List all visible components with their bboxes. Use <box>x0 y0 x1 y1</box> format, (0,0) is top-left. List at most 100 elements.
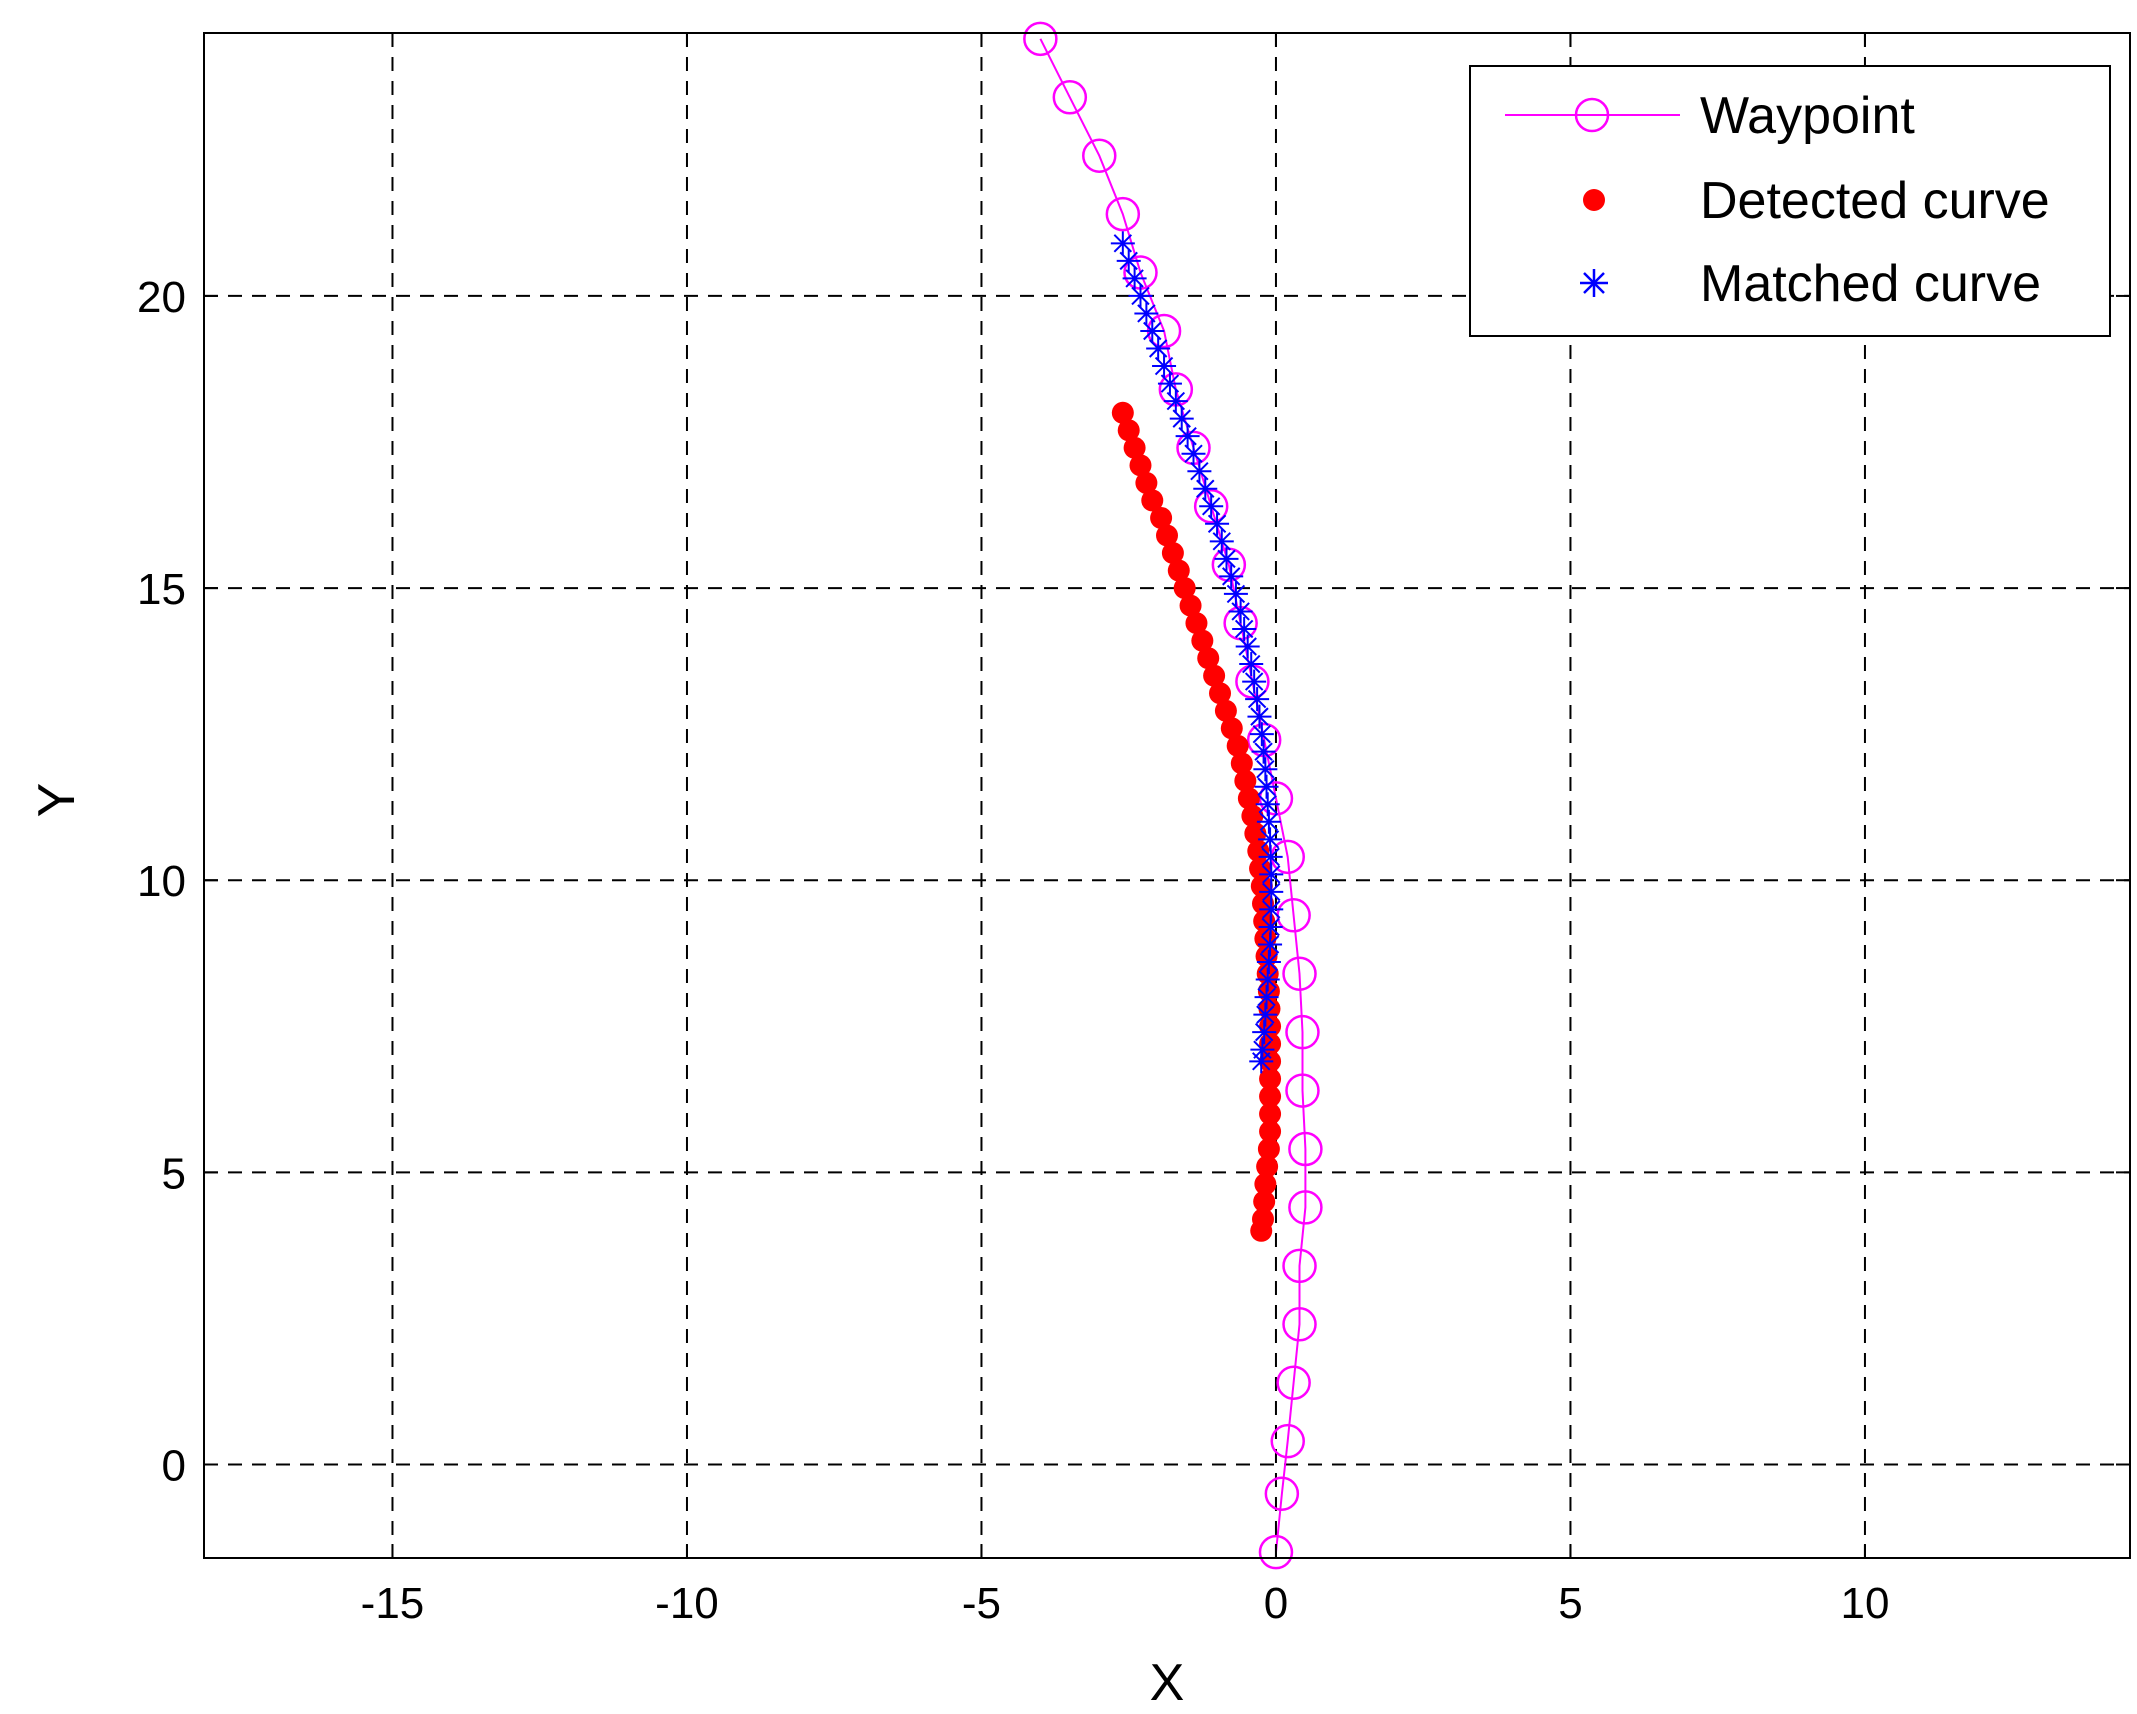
detected-point <box>1203 664 1226 687</box>
matched-point <box>1252 1020 1277 1045</box>
waypoint-marker <box>1285 1014 1320 1050</box>
detected-point <box>1234 769 1257 792</box>
y-tick-label: 20 <box>137 273 186 322</box>
matched-point <box>1146 336 1171 361</box>
detected-point <box>1129 454 1152 477</box>
x-tick-label: -5 <box>962 1579 1001 1628</box>
detected-point <box>1253 1190 1276 1213</box>
matched-point <box>1251 739 1276 764</box>
detected-point <box>1220 717 1243 740</box>
plot-frame <box>203 32 2131 1559</box>
detected-point <box>1259 1102 1282 1125</box>
x-tick-label: 5 <box>1558 1579 1582 1628</box>
detected-point <box>1167 559 1190 582</box>
matched-point <box>1223 581 1248 606</box>
matched-point <box>1253 1002 1278 1027</box>
y-tick-label: 15 <box>137 565 186 614</box>
waypoint-marker <box>1082 138 1117 173</box>
detected-point <box>1191 629 1214 652</box>
waypoint-marker <box>1193 489 1229 524</box>
detected-point <box>1237 787 1260 810</box>
y-tick-label: 0 <box>162 1442 186 1491</box>
x-tick-label: 10 <box>1840 1579 1889 1628</box>
detected-point <box>1209 682 1232 705</box>
matched-point <box>1258 932 1283 957</box>
detected-point <box>1259 1085 1282 1108</box>
matched-point <box>1169 406 1194 431</box>
waypoint-marker <box>1288 1131 1323 1167</box>
grid-lines <box>204 33 2130 1558</box>
waypoint-marker <box>1105 196 1141 232</box>
waypoint-marker <box>1288 1190 1323 1225</box>
legend-matched-marker <box>1580 269 1608 297</box>
matched-point <box>1235 634 1260 659</box>
waypoint-marker <box>1285 1073 1320 1108</box>
detected-point <box>1141 489 1164 512</box>
matched-point <box>1116 248 1141 273</box>
waypoint-marker <box>1270 1423 1305 1459</box>
matched-point <box>1193 476 1218 501</box>
matched-point <box>1122 266 1147 291</box>
detected-point <box>1226 734 1249 757</box>
matched-point <box>1110 231 1135 256</box>
waypoint-marker <box>1276 1365 1311 1400</box>
waypoint-marker <box>1282 1248 1317 1284</box>
detected-point <box>1111 401 1134 424</box>
matched-point <box>1152 354 1177 379</box>
x-tick-label: -15 <box>361 1579 425 1628</box>
detected-point <box>1117 419 1140 442</box>
detected-point <box>1179 594 1202 617</box>
x-axis-label: X <box>1150 1654 1185 1712</box>
detected-point <box>1123 436 1146 459</box>
matched-point <box>1255 967 1280 992</box>
matched-point <box>1239 652 1264 677</box>
detected-point <box>1135 471 1158 494</box>
legend-waypoint-label: Waypoint <box>1700 87 1915 145</box>
matched-point <box>1128 283 1153 308</box>
detected-point <box>1173 577 1196 600</box>
legend-detected-marker <box>1583 189 1605 211</box>
x-tick-label: 0 <box>1264 1579 1288 1628</box>
plot-series <box>1023 21 1323 1570</box>
waypoint-marker <box>1052 80 1088 115</box>
matched-point <box>1249 1049 1274 1074</box>
detected-point <box>1254 1173 1277 1196</box>
detected-point <box>1257 1137 1280 1160</box>
detected-point <box>1156 524 1178 547</box>
matched-point <box>1253 757 1278 782</box>
detected-point <box>1197 647 1220 670</box>
matched-point <box>1205 511 1230 536</box>
detected-point <box>1230 752 1253 775</box>
matched-point <box>1219 564 1244 589</box>
matched-point <box>1228 599 1253 624</box>
legend-waypoint-marker <box>1574 97 1610 133</box>
axis-ticks: -15 -10 -5 0 5 10 0 5 10 15 20 <box>137 33 2130 1628</box>
waypoint-marker <box>1282 956 1317 991</box>
waypoint-marker <box>1023 21 1058 57</box>
matched-point <box>1157 371 1182 396</box>
detected-point <box>1161 542 1184 565</box>
detected-point <box>1150 506 1173 529</box>
matched-point <box>1209 529 1234 554</box>
matched-point <box>1232 616 1257 641</box>
matched-point <box>1247 704 1272 729</box>
matched-point <box>1256 950 1281 975</box>
legend-matched-label: Matched curve <box>1700 255 2041 313</box>
matched-point <box>1199 494 1224 519</box>
waypoint-marker <box>1282 1307 1317 1342</box>
legend-detected-label: Detected curve <box>1700 172 2050 230</box>
matched-point <box>1175 424 1200 449</box>
y-tick-label: 10 <box>137 857 186 906</box>
matched-point <box>1140 318 1165 343</box>
matched-point <box>1249 722 1274 747</box>
matched-point <box>1254 985 1279 1010</box>
matched-point <box>1255 792 1280 817</box>
matched-point <box>1134 301 1159 326</box>
matched-point <box>1242 669 1267 694</box>
matched-point <box>1214 546 1239 571</box>
matched-point <box>1254 774 1279 799</box>
series-line <box>1039 38 1307 1553</box>
series-matched-curve <box>1110 231 1284 1074</box>
